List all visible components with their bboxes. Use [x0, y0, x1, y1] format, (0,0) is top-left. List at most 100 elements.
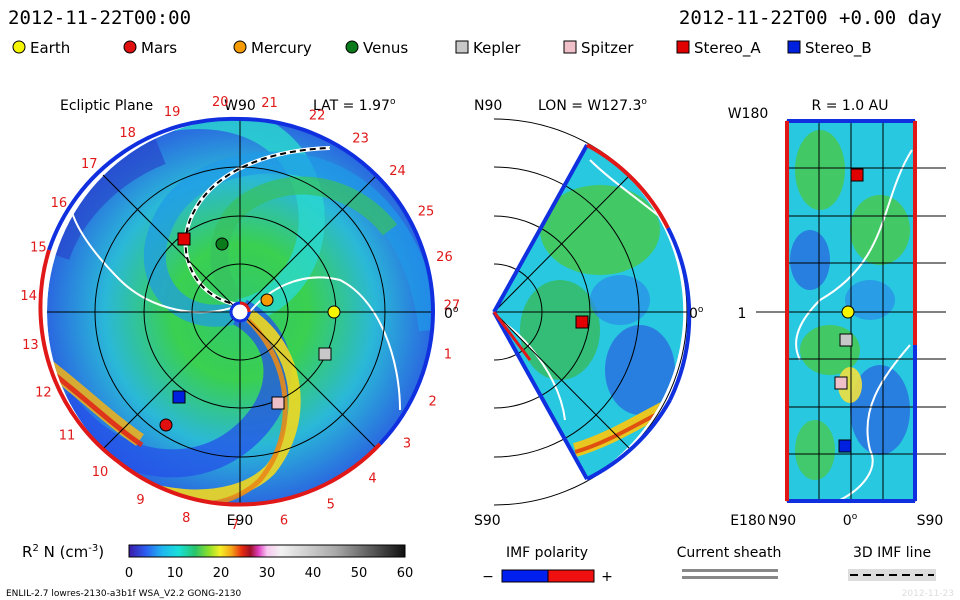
current-sheath-legend: Current sheath — [677, 545, 782, 579]
legend-spitzer-symbol — [563, 40, 577, 54]
carrington-tick-9: 9 — [136, 493, 144, 508]
carrington-tick-23: 23 — [352, 132, 369, 147]
footer-left: ENLIL-2.7 lowres-2130-a3b1f WSA_V2.2 GON… — [6, 589, 242, 599]
carrington-tick-26: 26 — [436, 250, 453, 265]
colorbar-tick-20: 20 — [213, 566, 230, 581]
meridional-bottom-left: S90 — [474, 513, 501, 529]
radial-x-left: N90 — [768, 513, 796, 529]
legend-kepler-symbol — [455, 40, 469, 54]
colorbar-ticks: 0 10 20 30 40 50 60 — [125, 566, 413, 581]
carrington-tick-14: 14 — [20, 289, 37, 304]
stereo-a-marker — [177, 232, 191, 246]
radial-stereo-a-marker — [850, 168, 864, 182]
legend-mars-label: Mars — [141, 39, 177, 57]
carrington-tick-19: 19 — [164, 105, 181, 120]
radial-polarity-rim — [785, 119, 917, 503]
legend-stereo-b-symbol — [787, 40, 801, 54]
current-sheath-title: Current sheath — [677, 545, 782, 561]
carrington-tick-24: 24 — [389, 164, 406, 179]
meridional-panel: N90 LON = W127.3o — [474, 97, 704, 529]
carrington-tick-4: 4 — [368, 472, 376, 487]
radial-x-mid: 0o — [843, 512, 858, 529]
ecliptic-bottom-label: E90 — [227, 513, 254, 529]
carrington-tick-7: 7 — [231, 518, 239, 533]
legend-stereo-a-label: Stereo_A — [694, 39, 761, 58]
radial-x-right: S90 — [917, 513, 944, 529]
meridional-top-left: N90 — [474, 98, 502, 114]
colorbar-gradient — [128, 544, 406, 558]
current-sheath-line-2 — [682, 576, 778, 579]
radial-spitzer-marker — [834, 376, 848, 390]
carrington-tick-15: 15 — [30, 240, 47, 255]
colorbar-tick-10: 10 — [167, 566, 184, 581]
legend-kepler-label: Kepler — [473, 39, 521, 57]
carrington-tick-11: 11 — [59, 429, 76, 444]
radial-earth-marker — [841, 305, 855, 319]
ecliptic-polarity-rim — [38, 116, 435, 507]
legend-earth-label: Earth — [30, 39, 70, 57]
meridional-lon-label: LON = W127.3o — [538, 97, 647, 114]
colorbar-tick-30: 30 — [259, 566, 276, 581]
radial-stereo-b-marker — [838, 439, 852, 453]
earth-marker — [327, 305, 341, 319]
legend-spitzer-label: Spitzer — [581, 39, 634, 57]
carrington-tick-10: 10 — [92, 465, 109, 480]
carrington-tick-18: 18 — [119, 126, 136, 141]
carrington-tick-1: 1 — [444, 348, 452, 363]
header-right-time: 2012-11-22T00 +0.00 day — [679, 7, 942, 29]
colorbar-tick-50: 50 — [351, 566, 368, 581]
mercury-marker — [260, 293, 274, 307]
imf-polarity-minus: − — [482, 569, 494, 585]
ecliptic-top-label: W90 — [224, 98, 256, 114]
imf-polarity-legend: IMF polarity − + — [482, 545, 613, 585]
legend-venus-label: Venus — [363, 39, 408, 57]
colorbar-tick-60: 60 — [397, 566, 414, 581]
colorbar-tick-40: 40 — [305, 566, 322, 581]
imf-line-legend: 3D IMF line — [848, 545, 936, 581]
carrington-tick-8: 8 — [182, 511, 190, 526]
meridional-stereo-a-marker — [575, 315, 589, 329]
mars-marker — [159, 418, 173, 432]
carrington-tick-6: 6 — [280, 513, 288, 528]
ecliptic-panel: Ecliptic Plane W90 LAT = 1.97o — [20, 95, 460, 533]
carrington-tick-25: 25 — [418, 204, 435, 219]
colorbar-label: R2 N (cm-3) — [22, 543, 104, 561]
carrington-tick-13: 13 — [22, 338, 39, 353]
radial-panel: R = 1.0 AU W180 1 E180 — [728, 98, 946, 529]
carrington-tick-27: 27 — [444, 299, 461, 314]
radial-title: R = 1.0 AU — [812, 98, 889, 114]
legend-venus-symbol — [345, 40, 359, 54]
carrington-tick-22: 22 — [309, 109, 326, 124]
carrington-tick-3: 3 — [403, 437, 411, 452]
meridional-right-label: 0o — [689, 305, 704, 322]
radial-y-bottom: E180 — [730, 513, 766, 529]
stereo-b-marker — [172, 390, 186, 404]
carrington-tick-5: 5 — [327, 498, 335, 513]
legend-mercury-symbol — [233, 40, 247, 54]
meridional-polarity-rim — [492, 143, 692, 481]
venus-marker — [215, 237, 229, 251]
radial-y-mid: 1 — [738, 306, 747, 322]
legend-earth-symbol — [12, 40, 26, 54]
carrington-tick-20: 20 — [212, 95, 229, 110]
carrington-tick-17: 17 — [81, 157, 98, 172]
imf-polarity-negative — [501, 569, 549, 583]
imf-line-title: 3D IMF line — [853, 545, 931, 561]
kepler-marker — [318, 347, 332, 361]
ecliptic-title: Ecliptic Plane — [60, 98, 153, 114]
current-sheath-line-1 — [682, 569, 778, 572]
legend: Earth Mars Mercury Venus Kepler Spitzer Stereo… — [12, 39, 872, 58]
imf-polarity-title: IMF polarity — [506, 545, 588, 561]
header-left-time: 2012-11-22T00:00 — [8, 7, 191, 29]
imf-polarity-positive — [547, 569, 595, 583]
legend-mercury-label: Mercury — [251, 39, 312, 57]
footer-right: 2012-11-23 — [902, 589, 954, 599]
ecliptic-lat-label: LAT = 1.97o — [313, 97, 396, 114]
spitzer-marker — [271, 396, 285, 410]
carrington-tick-16: 16 — [51, 196, 68, 211]
colorbar: R2 N (cm-3) 0 10 20 30 40 50 60 — [22, 543, 413, 581]
radial-kepler-marker — [839, 333, 853, 347]
legend-mars-symbol — [123, 40, 137, 54]
